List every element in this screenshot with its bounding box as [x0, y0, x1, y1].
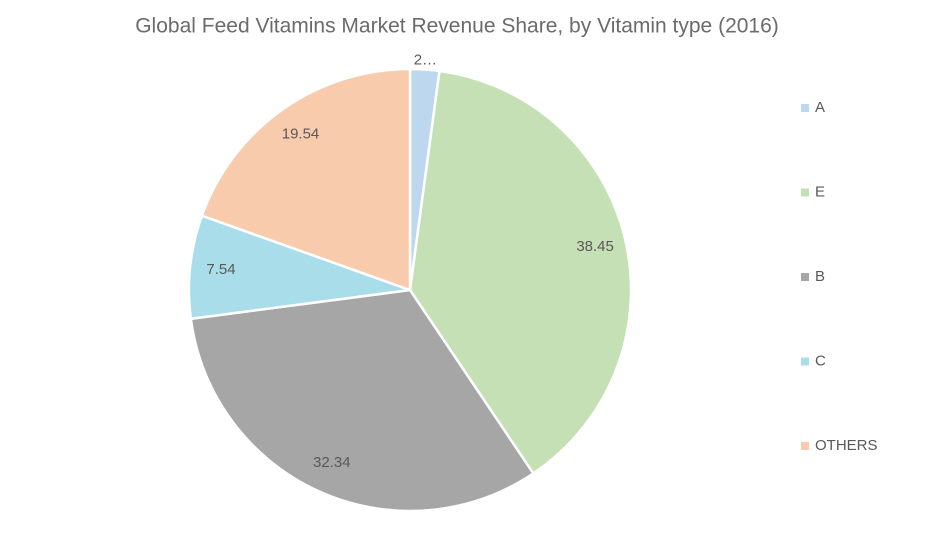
pie-slice: [200, 67, 412, 292]
data-label: 7.54: [206, 261, 235, 278]
legend-label: B: [815, 268, 825, 285]
data-label: 19.54: [282, 126, 320, 143]
legend-swatch: [801, 188, 809, 197]
legend-label: C: [815, 352, 826, 369]
pie-slice: [187, 214, 411, 321]
legend-label: E: [815, 183, 825, 200]
pie-slice: [408, 69, 633, 476]
pie-slice: [189, 288, 536, 513]
legend-swatch: [801, 104, 809, 112]
legend-swatch: [801, 442, 809, 450]
chart-title: Global Feed Vitamins Market Revenue Shar…: [135, 15, 779, 38]
legend-label: A: [815, 99, 825, 116]
data-label: 2…: [414, 52, 437, 69]
legend-swatch: [801, 357, 809, 366]
data-label: 38.45: [576, 238, 614, 255]
data-label: 32.34: [313, 454, 351, 471]
legend-label: OTHERS: [815, 437, 878, 454]
legend-swatch: [801, 273, 809, 281]
